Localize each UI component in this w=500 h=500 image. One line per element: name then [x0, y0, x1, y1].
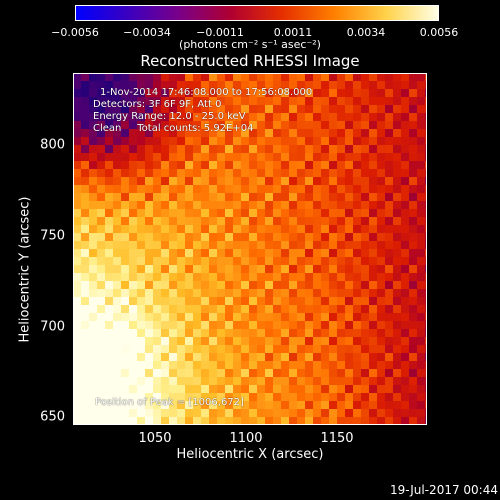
colorbar-tick-label: −0.0034 [123, 26, 171, 39]
colorbar-tick-label: 0.0034 [346, 26, 386, 39]
plot-frame [73, 73, 427, 425]
colorbar-tick-label: −0.0056 [51, 26, 99, 39]
y-tick-label: 700 [40, 319, 65, 335]
time-range-text: 1-Nov-2014 17:46:08.000 to 17:56:08.000 [100, 87, 313, 98]
colorbar-tick-label: 0.0056 [419, 26, 459, 39]
peak-position-text: Position of Peak = [1006,672] [95, 397, 244, 408]
x-tick-label: 1050 [138, 431, 172, 446]
colorbar [75, 5, 439, 21]
image-title: Reconstructed RHESSI Image [140, 52, 360, 70]
colorbar-tick-label: 0.0011 [273, 26, 313, 39]
colorbar-tick-label: −0.0011 [196, 26, 244, 39]
y-tick-label: 800 [40, 137, 65, 153]
x-tick-label: 1100 [229, 431, 263, 446]
y-tick-label: 750 [40, 228, 65, 244]
colorbar-units: (photons cm⁻² s⁻¹ asec⁻²) [179, 38, 321, 51]
energy-range-text: Energy Range: 12.0 - 25.0 keV [93, 111, 246, 122]
timestamp: 19-Jul-2017 00:44 [389, 483, 498, 497]
y-tick-label: 650 [40, 409, 65, 425]
detectors-text: Detectors: 3F 6F 9F, Att 0 [93, 99, 222, 110]
x-axis-label: Heliocentric X (arcsec) [176, 447, 324, 462]
x-tick-label: 1150 [320, 431, 354, 446]
y-axis-label: Heliocentric Y (arcsec) [17, 196, 33, 343]
clean-counts-text: Clean Total counts: 5.92E+04 [93, 123, 254, 134]
